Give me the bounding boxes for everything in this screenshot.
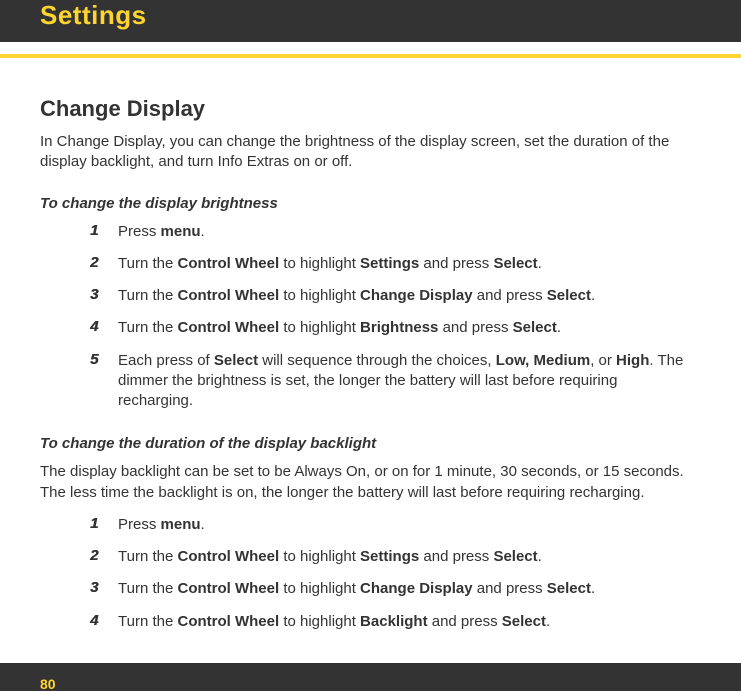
step-number: 4 bbox=[90, 612, 118, 632]
step-number: 4 bbox=[90, 318, 118, 338]
brightness-heading: To change the display brightness bbox=[40, 195, 701, 212]
step-number: 5 bbox=[90, 351, 118, 412]
step-text: Press menu. bbox=[118, 515, 701, 535]
step-number: 1 bbox=[90, 515, 118, 535]
step-number: 2 bbox=[90, 547, 118, 567]
step-row: 1 Press menu. bbox=[40, 222, 701, 242]
step-number: 3 bbox=[90, 579, 118, 599]
step-text: Turn the Control Wheel to highlight Back… bbox=[118, 612, 701, 632]
step-row: 1 Press menu. bbox=[40, 515, 701, 535]
step-text: Press menu. bbox=[118, 222, 701, 242]
page-title: Settings bbox=[40, 2, 147, 28]
step-text: Turn the Control Wheel to highlight Chan… bbox=[118, 579, 701, 599]
step-text: Turn the Control Wheel to highlight Chan… bbox=[118, 286, 701, 306]
brightness-steps: 1 Press menu. 2 Turn the Control Wheel t… bbox=[40, 222, 701, 412]
backlight-intro: The display backlight can be set to be A… bbox=[40, 462, 701, 503]
section-title: Change Display bbox=[40, 96, 701, 122]
section-intro: In Change Display, you can change the br… bbox=[40, 132, 701, 173]
backlight-steps: 1 Press menu. 2 Turn the Control Wheel t… bbox=[40, 515, 701, 632]
step-number: 3 bbox=[90, 286, 118, 306]
step-number: 1 bbox=[90, 222, 118, 242]
step-text: Turn the Control Wheel to highlight Brig… bbox=[118, 318, 701, 338]
step-row: 4 Turn the Control Wheel to highlight Ba… bbox=[40, 612, 701, 632]
step-text: Turn the Control Wheel to highlight Sett… bbox=[118, 547, 701, 567]
step-row: 4 Turn the Control Wheel to highlight Br… bbox=[40, 318, 701, 338]
footer-bar: 80 bbox=[0, 663, 741, 691]
page-number: 80 bbox=[0, 677, 56, 691]
step-row: 5 Each press of Select will sequence thr… bbox=[40, 351, 701, 412]
step-row: 3 Turn the Control Wheel to highlight Ch… bbox=[40, 579, 701, 599]
step-text: Turn the Control Wheel to highlight Sett… bbox=[118, 254, 701, 274]
step-text: Each press of Select will sequence throu… bbox=[118, 351, 701, 412]
step-row: 2 Turn the Control Wheel to highlight Se… bbox=[40, 547, 701, 567]
step-number: 2 bbox=[90, 254, 118, 274]
content-area: Change Display In Change Display, you ca… bbox=[0, 58, 741, 632]
step-row: 2 Turn the Control Wheel to highlight Se… bbox=[40, 254, 701, 274]
header-bar: Settings bbox=[0, 0, 741, 42]
backlight-heading: To change the duration of the display ba… bbox=[40, 435, 701, 452]
step-row: 3 Turn the Control Wheel to highlight Ch… bbox=[40, 286, 701, 306]
